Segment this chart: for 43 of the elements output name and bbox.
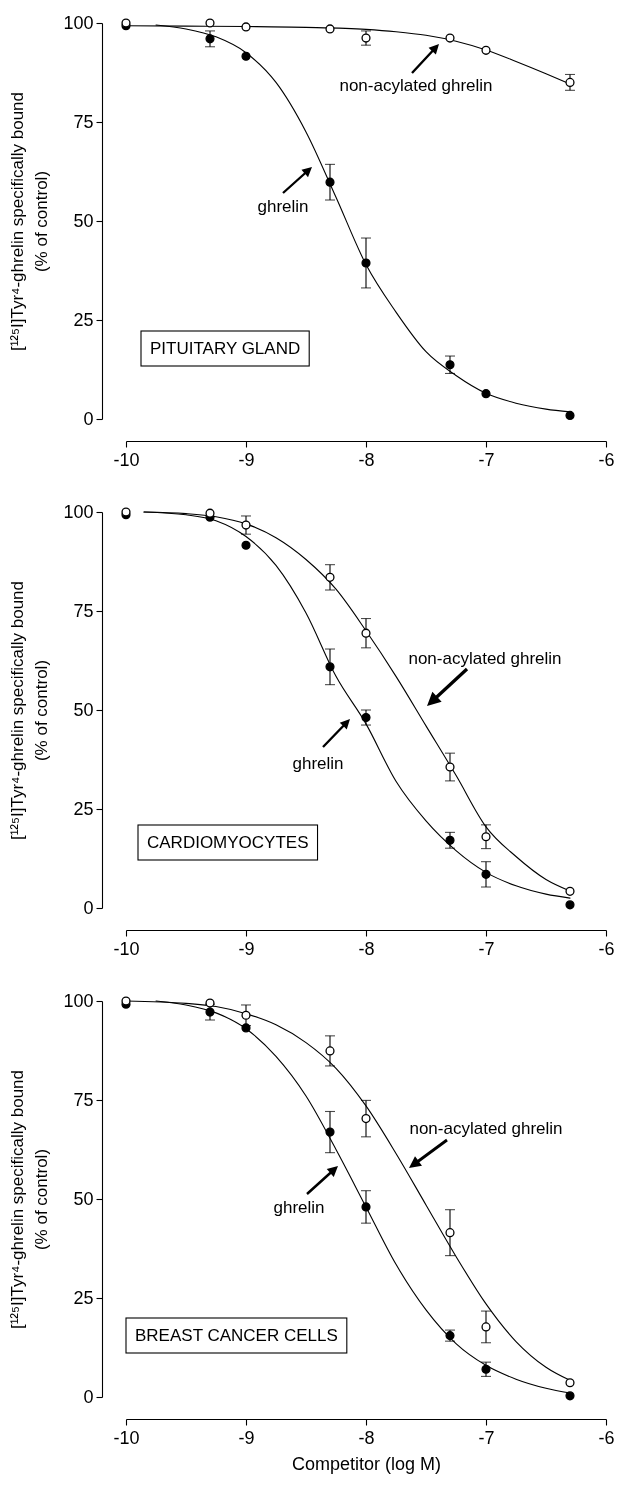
x-tick-label: -10 (113, 449, 140, 470)
x-tick-label: -10 (113, 1427, 140, 1448)
y-tick-label: 100 (63, 501, 94, 522)
y-tick-label: 100 (63, 990, 94, 1011)
x-tick-label: -6 (598, 449, 615, 470)
annotation: non-acylated ghrelin (409, 1119, 563, 1138)
y-tick-label: 100 (63, 12, 94, 33)
annotation: PITUITARY GLAND (150, 339, 301, 358)
y-tick-label: 25 (73, 309, 94, 330)
y-axis-title: [¹²⁵I]Tyr⁴-ghrelin specifically bound (% of control) (8, 580, 52, 841)
x-tick-label: -9 (238, 449, 255, 470)
y-axis-title: [¹²⁵I]Tyr⁴-ghrelin specifically bound (% of control) (8, 1069, 52, 1330)
y-tick-label: 75 (73, 111, 94, 132)
x-tick-label: -7 (478, 938, 495, 959)
x-axis-title: Competitor (log M) (291, 1453, 442, 1474)
y-tick-label: 25 (73, 798, 94, 819)
x-tick-label: -8 (358, 1427, 375, 1448)
x-tick-label: -6 (598, 1427, 615, 1448)
x-tick-label: -8 (358, 938, 375, 959)
x-tick-label: -7 (478, 1427, 495, 1448)
y-tick-label: 0 (83, 408, 94, 429)
annotation: non-acylated ghrelin (339, 76, 493, 95)
y-tick-label: 0 (83, 1386, 94, 1407)
y-tick-label: 50 (73, 210, 94, 231)
x-tick-label: -7 (478, 449, 495, 470)
annotation: non-acylated ghrelin (408, 649, 562, 668)
x-tick-label: -8 (358, 449, 375, 470)
x-tick-label: -9 (238, 938, 255, 959)
y-tick-label: 50 (73, 1188, 94, 1209)
x-tick-label: -6 (598, 938, 615, 959)
y-axis-title: [¹²⁵I]Tyr⁴-ghrelin specifically bound (% of control) (8, 91, 52, 352)
annotation: CARDIOMYOCYTES (147, 833, 309, 852)
y-tick-label: 25 (73, 1287, 94, 1308)
y-tick-label: 0 (83, 897, 94, 918)
x-tick-label: -10 (113, 938, 140, 959)
annotation: ghrelin (292, 754, 344, 773)
y-tick-label: 50 (73, 699, 94, 720)
annotation: BREAST CANCER CELLS (135, 1326, 338, 1345)
annotation: ghrelin (273, 1198, 325, 1217)
y-tick-label: 75 (73, 1089, 94, 1110)
y-tick-label: 75 (73, 600, 94, 621)
annotation: ghrelin (257, 197, 309, 216)
x-tick-label: -9 (238, 1427, 255, 1448)
